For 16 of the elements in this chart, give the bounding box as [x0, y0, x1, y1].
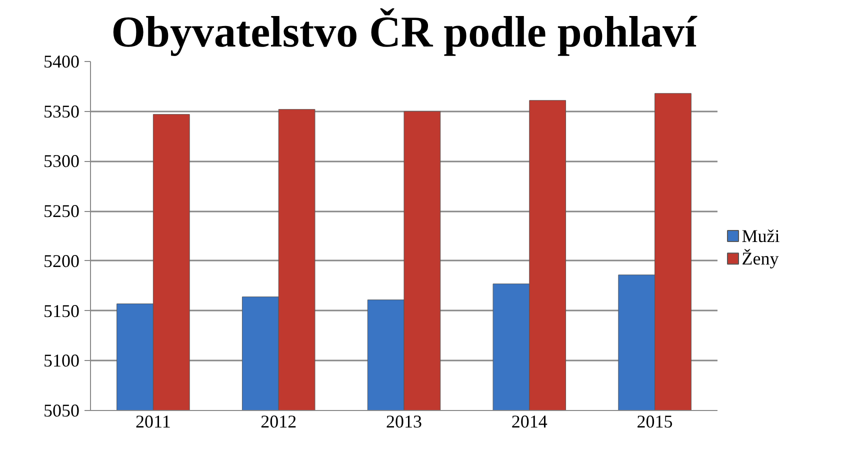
y-tick-label: 5200 — [44, 250, 80, 271]
y-tick-label: 5350 — [44, 101, 80, 122]
y-tick-label: 5150 — [44, 300, 80, 321]
x-tick-label: 2015 — [636, 412, 673, 432]
x-tick-label: 2012 — [260, 412, 297, 432]
legend-label: Ženy — [742, 248, 779, 269]
y-tick-label: 5300 — [44, 151, 80, 172]
y-tick-label: 5050 — [44, 400, 80, 420]
legend-label: Muži — [742, 226, 780, 246]
y-tick-label: 5100 — [44, 350, 80, 371]
y-tick-label: 5400 — [44, 52, 80, 72]
y-tick-label: 5250 — [44, 201, 80, 222]
x-tick-label: 2014 — [511, 412, 548, 432]
chart-title: Obyvatelstvo ČR podle pohlaví — [111, 8, 698, 56]
x-tick-label: 2013 — [386, 412, 422, 432]
x-tick-label: 2011 — [136, 412, 171, 432]
